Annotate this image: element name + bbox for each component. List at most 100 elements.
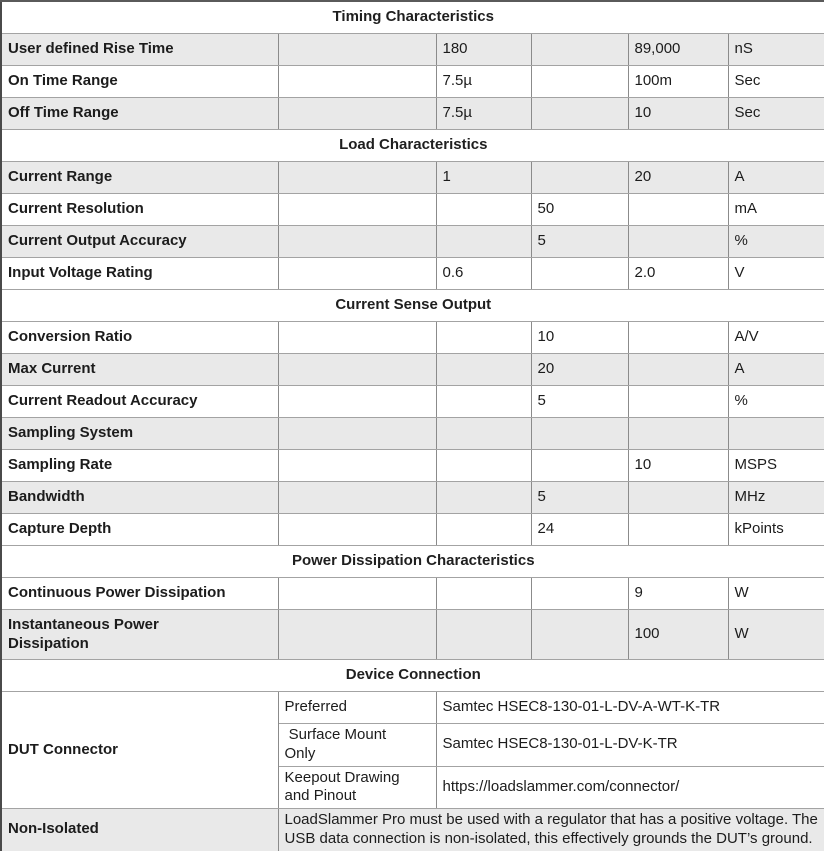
value-cell: 2.0 xyxy=(627,257,729,290)
connector-row: DUT Connector Preferred Samtec HSEC8-130-0… xyxy=(0,691,824,809)
connector-value-cell: Samtec HSEC8-130-01-L-DV-A-WT-K-TR xyxy=(435,691,824,724)
unit-cell: V xyxy=(727,257,824,290)
value-cell xyxy=(627,481,729,514)
value-cell xyxy=(435,481,532,514)
spec-row: On Time Range 7.5µ 100m Sec xyxy=(0,65,824,98)
value-cell xyxy=(627,417,729,450)
connector-type-cell: Preferred xyxy=(277,691,437,724)
value-cell xyxy=(627,513,729,546)
param-label: Off Time Range xyxy=(0,97,279,130)
value-cell xyxy=(277,193,437,226)
connector-type-cell: Keepout Drawing and Pinout xyxy=(277,765,437,809)
value-cell xyxy=(277,513,437,546)
connector-type-cell: Surface Mount Only xyxy=(277,723,437,767)
value-cell xyxy=(277,385,437,418)
value-cell: 89,000 xyxy=(627,33,729,66)
section-title: Load Characteristics xyxy=(0,129,824,162)
value-cell: 20 xyxy=(627,161,729,194)
value-cell: 50 xyxy=(530,193,629,226)
param-label: User defined Rise Time xyxy=(0,33,279,66)
param-label: Bandwidth xyxy=(0,481,279,514)
unit-cell: nS xyxy=(727,33,824,66)
value-cell: 1 xyxy=(435,161,532,194)
non-isolated-row: Non-Isolated LoadSlammer Pro must be used… xyxy=(0,808,824,851)
unit-cell: kPoints xyxy=(727,513,824,546)
param-label: Capture Depth xyxy=(0,513,279,546)
value-cell xyxy=(530,417,629,450)
value-cell xyxy=(435,193,532,226)
non-isolated-text: LoadSlammer Pro must be used with a regu… xyxy=(277,808,824,851)
param-label: Sampling System xyxy=(0,417,279,450)
section-header-row: Timing Characteristics xyxy=(0,0,824,34)
param-label: Current Readout Accuracy xyxy=(0,385,279,418)
value-cell: 10 xyxy=(627,449,729,482)
value-cell: 24 xyxy=(530,513,629,546)
value-cell xyxy=(530,33,629,66)
value-cell xyxy=(530,97,629,130)
value-cell: 180 xyxy=(435,33,532,66)
value-cell xyxy=(277,161,437,194)
param-label: Conversion Ratio xyxy=(0,321,279,354)
value-cell xyxy=(277,577,437,610)
unit-cell: A xyxy=(727,353,824,386)
param-label: Sampling Rate xyxy=(0,449,279,482)
spec-row: Off Time Range 7.5µ 10 Sec xyxy=(0,97,824,130)
spec-row: Capture Depth 24 kPoints xyxy=(0,513,824,546)
section-title: Power Dissipation Characteristics xyxy=(0,545,824,578)
value-cell: 5 xyxy=(530,481,629,514)
spec-row: Continuous Power Dissipation 9 W xyxy=(0,577,824,610)
value-cell xyxy=(277,417,437,450)
spec-row: Current Range 1 20 A xyxy=(0,161,824,194)
connector-url[interactable]: https://loadslammer.com/connector/ xyxy=(435,765,824,809)
value-cell xyxy=(530,161,629,194)
spec-row: Conversion Ratio 10 A/V xyxy=(0,321,824,354)
value-cell xyxy=(435,577,532,610)
unit-cell: Sec xyxy=(727,97,824,130)
spec-row: Bandwidth 5 MHz xyxy=(0,481,824,514)
value-cell xyxy=(435,321,532,354)
param-label: On Time Range xyxy=(0,65,279,98)
value-cell: 20 xyxy=(530,353,629,386)
spec-row: Instantaneous Power Dissipation 100 W xyxy=(0,609,824,660)
value-cell xyxy=(627,193,729,226)
value-cell: 5 xyxy=(530,385,629,418)
section-title: Current Sense Output xyxy=(0,289,824,322)
value-cell xyxy=(530,577,629,610)
param-label: Current Range xyxy=(0,161,279,194)
value-cell xyxy=(277,609,437,660)
value-cell xyxy=(435,353,532,386)
value-cell xyxy=(435,449,532,482)
value-cell xyxy=(530,609,629,660)
unit-cell: Sec xyxy=(727,65,824,98)
spec-row: Input Voltage Rating 0.6 2.0 V xyxy=(0,257,824,290)
value-cell xyxy=(530,65,629,98)
spec-row: Sampling System xyxy=(0,417,824,450)
value-cell xyxy=(530,257,629,290)
value-cell xyxy=(530,449,629,482)
connector-row: Surface Mount Only Samtec HSEC8-130-01-L-… xyxy=(1,723,824,767)
unit-cell: MHz xyxy=(727,481,824,514)
value-cell xyxy=(435,609,532,660)
value-cell xyxy=(277,353,437,386)
value-cell xyxy=(277,449,437,482)
section-title: Timing Characteristics xyxy=(0,0,824,34)
param-label: Continuous Power Dissipation xyxy=(0,577,279,610)
value-cell xyxy=(435,417,532,450)
unit-cell: W xyxy=(727,577,824,610)
value-cell: 100 xyxy=(627,609,729,660)
param-label: Current Resolution xyxy=(0,193,279,226)
value-cell xyxy=(277,33,437,66)
unit-cell: A xyxy=(727,161,824,194)
value-cell xyxy=(277,97,437,130)
value-cell xyxy=(627,321,729,354)
unit-cell xyxy=(727,417,824,450)
value-cell xyxy=(435,385,532,418)
spec-row: Max Current 20 A xyxy=(0,353,824,386)
section-header-row: Power Dissipation Characteristics xyxy=(0,545,824,578)
dut-connector-label: DUT Connector xyxy=(0,691,279,809)
value-cell: 100m xyxy=(627,65,729,98)
unit-cell: mA xyxy=(727,193,824,226)
unit-cell: % xyxy=(727,225,824,258)
